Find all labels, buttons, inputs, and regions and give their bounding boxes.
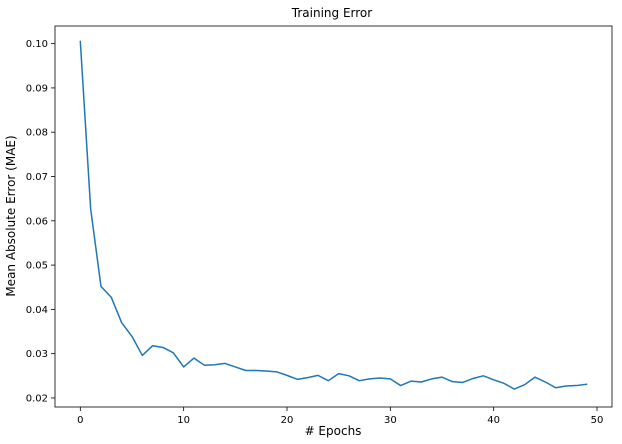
x-tick-label: 30	[384, 415, 397, 426]
data-point	[492, 378, 495, 381]
data-point	[203, 364, 206, 367]
data-point	[110, 296, 113, 299]
data-point	[358, 379, 361, 382]
data-point	[565, 385, 568, 388]
y-tick-label: 0.03	[26, 349, 48, 360]
plot-area-frame	[54, 25, 613, 408]
data-point	[554, 386, 557, 389]
y-tick-label: 0.10	[26, 39, 48, 50]
x-tick-label: 20	[281, 415, 294, 426]
data-point	[213, 363, 216, 366]
x-tick-label: 50	[591, 415, 604, 426]
x-tick-label: 10	[177, 415, 190, 426]
data-point	[503, 382, 506, 385]
data-point	[130, 335, 133, 338]
data-point	[534, 376, 537, 379]
data-point	[410, 380, 413, 383]
data-point	[461, 381, 464, 384]
data-point	[441, 376, 444, 379]
series-points	[79, 40, 588, 391]
data-point	[316, 374, 319, 377]
series-line-training-error	[79, 40, 588, 390]
data-point	[285, 374, 288, 377]
data-point	[430, 377, 433, 380]
data-point	[161, 346, 164, 349]
y-tick-label: 0.02	[26, 393, 48, 404]
y-axis-ticks: 0.02 0.03 0.04 0.05 0.06 0.07 0.08 0.09 0.10	[26, 39, 55, 404]
y-tick-label: 0.09	[26, 83, 48, 94]
x-axis-ticks: 0 10 20 30 40 50	[77, 407, 603, 426]
data-point	[513, 388, 516, 391]
data-point	[482, 374, 485, 377]
data-point	[348, 374, 351, 377]
data-point	[451, 380, 454, 383]
data-point	[472, 377, 475, 380]
data-point	[172, 351, 175, 354]
data-point	[368, 377, 371, 380]
data-point	[327, 379, 330, 382]
data-point	[223, 362, 226, 365]
y-tick-label: 0.07	[26, 172, 48, 183]
x-tick-label: 0	[77, 415, 83, 426]
x-axis-title: # Epochs	[305, 424, 362, 438]
data-point	[585, 383, 588, 386]
data-point	[244, 369, 247, 372]
data-point	[399, 384, 402, 387]
data-point	[234, 365, 237, 368]
data-point	[151, 344, 154, 347]
data-point	[389, 377, 392, 380]
data-point	[306, 376, 309, 379]
data-point	[575, 384, 578, 387]
data-point	[337, 372, 340, 375]
data-point	[192, 357, 195, 360]
y-tick-label: 0.05	[26, 261, 48, 272]
y-axis-title: Mean Absolute Error (MAE)	[4, 135, 18, 296]
data-point	[99, 285, 102, 288]
data-point	[89, 207, 92, 210]
data-point	[379, 377, 382, 380]
data-point	[120, 321, 123, 324]
y-tick-label: 0.04	[26, 305, 48, 316]
data-point	[544, 381, 547, 384]
data-point	[182, 365, 185, 368]
data-point	[79, 40, 82, 43]
data-point	[523, 383, 526, 386]
data-point	[254, 369, 257, 372]
data-point	[420, 381, 423, 384]
data-point	[275, 370, 278, 373]
y-tick-label: 0.06	[26, 216, 48, 227]
chart-title: Training Error	[291, 6, 372, 20]
data-point	[141, 354, 144, 357]
data-point	[296, 378, 299, 381]
y-tick-label: 0.08	[26, 128, 48, 139]
x-tick-label: 40	[487, 415, 500, 426]
data-point	[265, 369, 268, 372]
